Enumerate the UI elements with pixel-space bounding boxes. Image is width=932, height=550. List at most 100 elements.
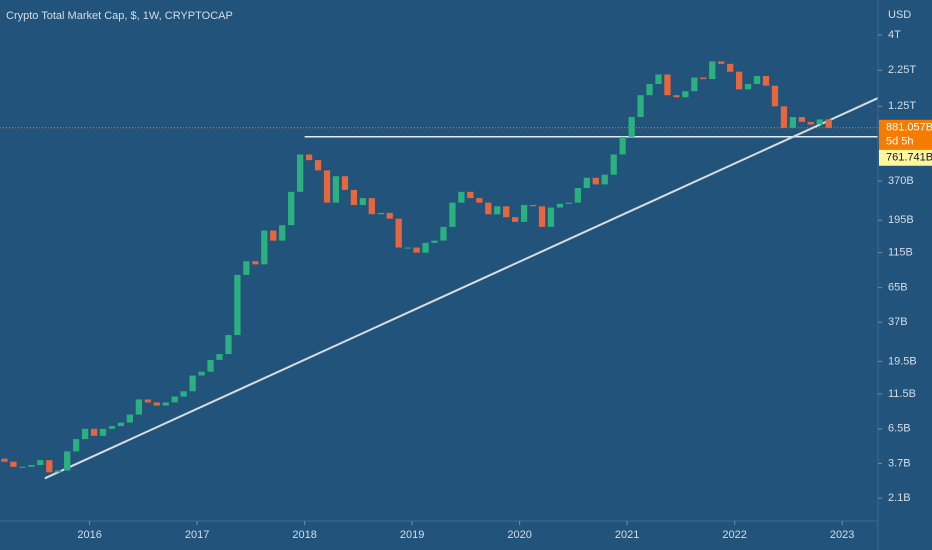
y-tick-label: 195B (888, 214, 914, 226)
candle-body (547, 207, 555, 227)
x-tick-label: 2022 (722, 529, 746, 541)
candle-body (422, 242, 429, 253)
candle-body (789, 117, 797, 128)
candle-body (243, 261, 250, 275)
candle-body (171, 396, 178, 403)
candle-body (108, 426, 116, 429)
y-tick-label: 115B (888, 247, 913, 259)
y-tick-label: 4T (888, 29, 901, 41)
last-price-box (879, 119, 932, 150)
candle-body (538, 206, 546, 227)
candle-body (395, 218, 402, 248)
candle-body (798, 117, 805, 122)
candle-body (73, 439, 80, 452)
x-tick-label: 2019 (400, 529, 424, 541)
candle-body (592, 177, 599, 185)
candle-body (207, 359, 214, 372)
y-tick-label: 370B (888, 175, 914, 187)
candle-body (735, 71, 743, 90)
candle-body (529, 205, 537, 207)
candle-body (458, 191, 465, 203)
candle-body (332, 176, 340, 203)
candle-body (512, 217, 519, 222)
y-tick-label: 11.5B (888, 388, 916, 400)
y-tick-label: 3.7B (888, 457, 911, 469)
candle-body (744, 83, 752, 90)
candle-body (807, 121, 814, 125)
candle-body (144, 399, 151, 403)
candle-body (341, 176, 349, 190)
candle-body (81, 428, 89, 440)
candle-body (494, 206, 501, 215)
candle-body (368, 198, 375, 215)
candle-body (682, 91, 689, 98)
y-tick-label: 1.25T (888, 100, 916, 112)
candle-body (673, 95, 680, 98)
candle-body (296, 154, 304, 192)
candle-body (762, 76, 770, 86)
candle-body (413, 247, 420, 253)
x-tick-label: 2018 (292, 529, 316, 541)
candle-body (305, 154, 313, 161)
candle-body (646, 83, 653, 96)
y-tick-label: 37B (888, 316, 908, 328)
candle-body (270, 230, 277, 241)
candle-body (1, 458, 8, 462)
candle-body (449, 202, 456, 227)
candle-body (476, 198, 483, 203)
candle-body (664, 74, 671, 96)
candle-body (162, 402, 169, 406)
candle-body (655, 74, 662, 84)
candle-body (117, 422, 125, 427)
candle-body (180, 391, 187, 397)
candle-body (583, 177, 590, 189)
candle-body (314, 160, 322, 171)
candle-body (485, 202, 492, 215)
candle-body (135, 399, 143, 415)
candle-body (771, 85, 779, 107)
candle-body (350, 189, 358, 206)
candle-body (377, 212, 384, 215)
candle-body (628, 117, 635, 137)
candle-body (234, 274, 241, 336)
candle-body (503, 206, 510, 218)
x-tick-label: 2023 (830, 529, 854, 541)
candle-body (467, 191, 474, 199)
candle-body (279, 225, 286, 241)
x-tick-label: 2020 (507, 529, 531, 541)
candle-body (700, 77, 707, 80)
candle-body (323, 170, 331, 203)
candle-body (386, 212, 393, 219)
candle-body (619, 136, 626, 155)
candle-body (727, 63, 734, 72)
bar-countdown: 5d 5h (886, 136, 914, 148)
plot-area (0, 61, 879, 480)
chart-title: Crypto Total Market Cap, $, 1W, CRYPTOCA… (6, 10, 233, 22)
candle-body (261, 230, 268, 265)
candle-body (46, 460, 53, 473)
candle-body (225, 335, 232, 355)
candle-body (99, 428, 107, 436)
candle-body (601, 174, 608, 185)
y-tick-label: 6.5B (888, 423, 911, 435)
y-tick-label: 19.5B (888, 355, 917, 367)
candle-body (709, 61, 716, 80)
candle-body (37, 460, 44, 466)
candle-body (753, 76, 761, 84)
candle-body (252, 261, 259, 265)
candle-body (825, 119, 832, 128)
candle-body (404, 247, 411, 249)
level-label: 761.741B (886, 152, 932, 164)
x-tick-label: 2021 (615, 529, 639, 541)
candle-body (637, 95, 644, 118)
candle-body (556, 203, 564, 208)
candle-body (691, 77, 698, 92)
candle-body (55, 470, 62, 473)
candle-body (10, 461, 17, 467)
candle-body (440, 226, 447, 241)
candle-body (816, 119, 823, 125)
candle-body (431, 240, 438, 243)
candle-body (64, 451, 71, 471)
x-tick-label: 2017 (185, 529, 209, 541)
